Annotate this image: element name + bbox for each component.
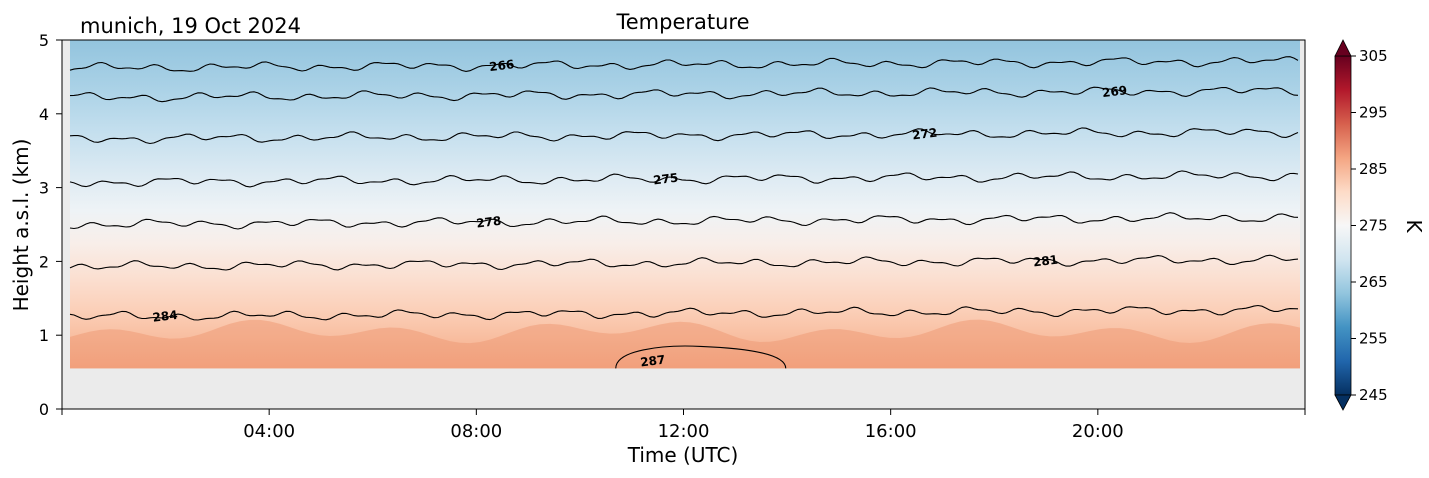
contour-label-275: 275 — [652, 171, 679, 188]
contour-label-287: 287 — [640, 353, 667, 370]
colorbar-tick-label: 255 — [1359, 330, 1388, 348]
x-tick-label: 04:00 — [243, 421, 295, 442]
contour-line-275 — [69, 170, 1299, 188]
y-tick-label: 0 — [39, 400, 49, 419]
contour-label-284: 284 — [152, 308, 179, 325]
contour-line-272 — [69, 127, 1299, 145]
colorbar-extend-top — [1334, 39, 1352, 57]
plot-area: 266 269 272 275 278 281 284 287 04:00 08:00 12:00… — [39, 31, 1306, 442]
colorbar: 245 255 265 275 285 295 305 K — [1334, 39, 1426, 411]
contour-labels: 266 269 272 275 278 281 284 287 — [152, 57, 1128, 369]
warm-core-region — [70, 319, 1300, 369]
contour-line-278 — [69, 212, 1299, 230]
contour-label-266: 266 — [488, 57, 515, 74]
contour-line-284 — [69, 304, 1299, 321]
x-axis: 04:00 08:00 12:00 16:00 20:00 — [61, 409, 1306, 442]
contour-label-278: 278 — [476, 214, 503, 231]
colorbar-ticks: 245 255 265 275 285 295 305 — [1351, 47, 1388, 404]
temperature-field — [70, 40, 1300, 369]
y-tick-label: 2 — [39, 252, 49, 271]
x-tick-label: 08:00 — [450, 421, 502, 442]
colorbar-tick-label: 275 — [1359, 217, 1388, 235]
x-tick-label: 20:00 — [1072, 421, 1124, 442]
chart-subtitle: munich, 19 Oct 2024 — [80, 14, 301, 38]
contour-line-281 — [69, 254, 1299, 271]
colorbar-extend-bottom — [1334, 394, 1352, 411]
contour-lines — [69, 56, 1299, 369]
y-axis: 0 1 2 3 4 5 — [39, 31, 62, 419]
contour-line-287 — [615, 345, 787, 369]
colorbar-tick-label: 305 — [1359, 47, 1388, 65]
y-tick-label: 5 — [39, 31, 49, 50]
contour-label-269: 269 — [1101, 83, 1128, 100]
y-tick-label: 4 — [39, 105, 49, 124]
contour-line-266 — [69, 56, 1299, 72]
y-axis-title: Height a.s.l. (km) — [9, 139, 33, 312]
contour-line-269 — [69, 86, 1299, 103]
contour-label-272: 272 — [911, 126, 938, 143]
colorbar-scale — [1334, 55, 1352, 396]
colorbar-title: K — [1402, 219, 1426, 233]
contour-label-281: 281 — [1032, 253, 1059, 270]
x-tick-label: 16:00 — [865, 421, 917, 442]
chart-title: Temperature — [615, 10, 749, 34]
colorbar-tick-label: 265 — [1359, 273, 1388, 291]
colorbar-tick-label: 285 — [1359, 160, 1388, 178]
y-tick-label: 1 — [39, 326, 49, 345]
x-axis-title: Time (UTC) — [627, 443, 739, 467]
colorbar-tick-label: 245 — [1359, 386, 1388, 404]
y-tick-label: 3 — [39, 179, 49, 198]
x-tick-label: 12:00 — [658, 421, 710, 442]
colorbar-tick-label: 295 — [1359, 104, 1388, 122]
